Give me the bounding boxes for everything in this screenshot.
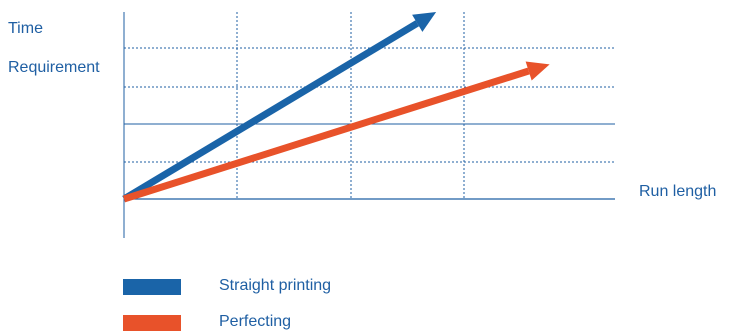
y-axis-label-line-1: Time bbox=[8, 20, 43, 37]
legend-swatch-straight-printing bbox=[123, 279, 181, 295]
series-line-straight-printing bbox=[122, 20, 420, 203]
legend-swatch-perfecting bbox=[123, 315, 181, 331]
series-arrowhead-perfecting bbox=[525, 61, 550, 81]
legend-label-straight-printing: Straight printing bbox=[219, 277, 332, 294]
grid bbox=[124, 12, 615, 199]
axes bbox=[123, 12, 615, 238]
y-axis-label-line-2: Requirement bbox=[8, 59, 100, 76]
series-line-perfecting bbox=[122, 67, 530, 203]
series-arrowhead-straight-printing bbox=[412, 12, 437, 32]
series-layer bbox=[122, 12, 550, 203]
legend-label-perfecting: Perfecting bbox=[219, 313, 292, 330]
x-axis-label: Run length bbox=[639, 183, 717, 200]
